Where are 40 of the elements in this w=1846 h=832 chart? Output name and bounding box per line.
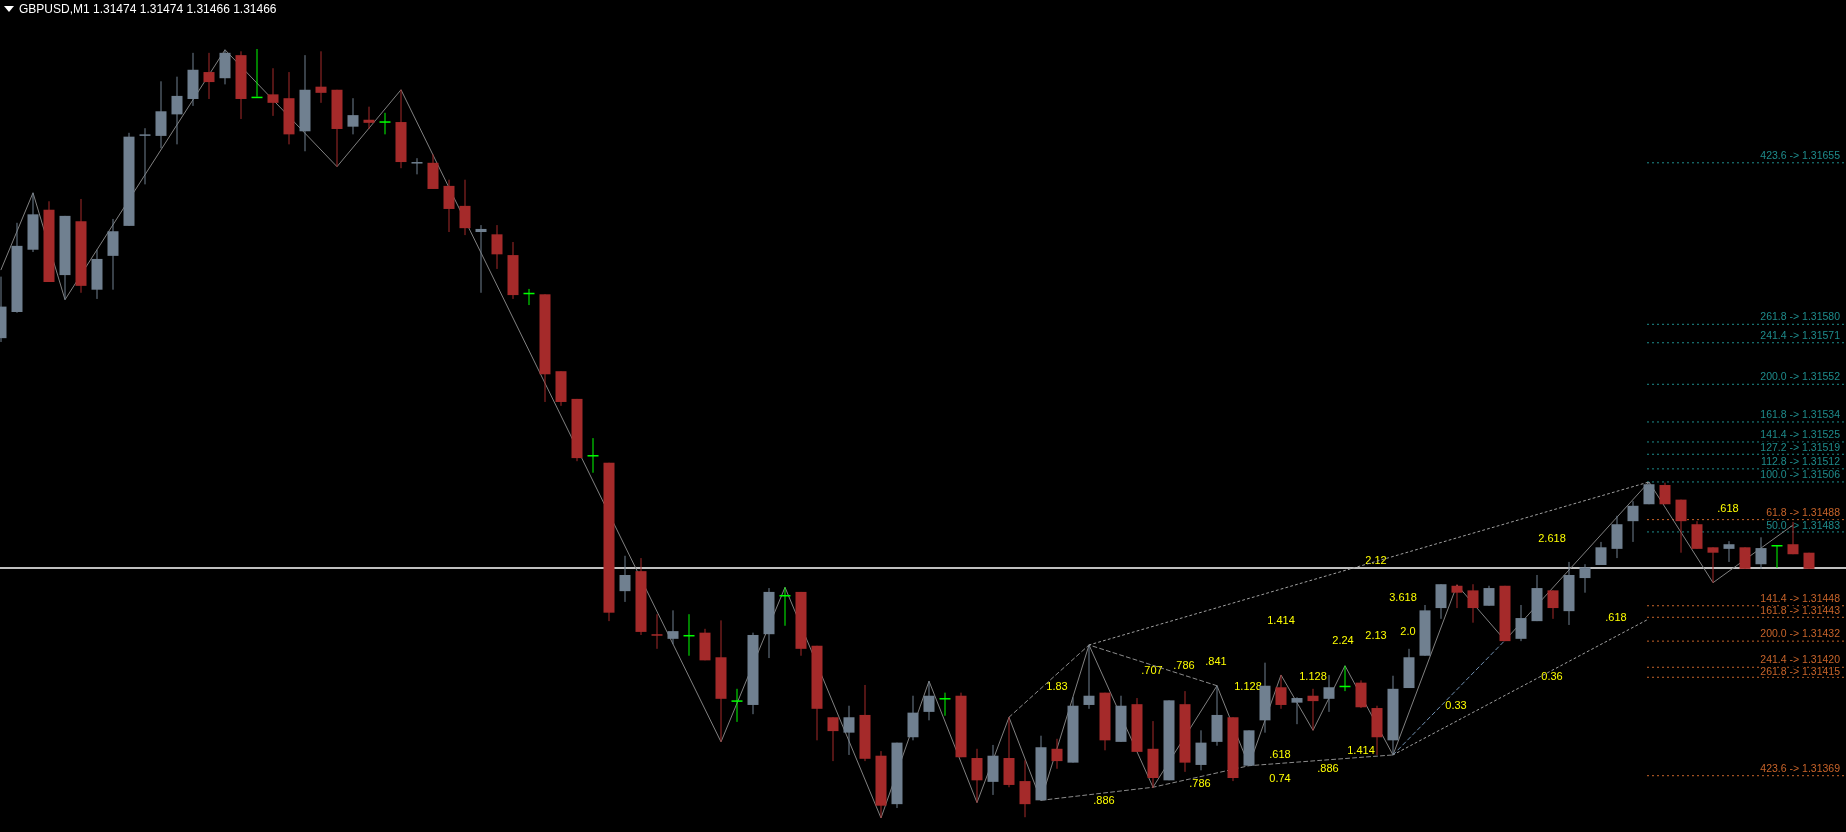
annotation: 161.8 -> 1.31534 [1760, 407, 1841, 420]
annotation: .786 [1173, 658, 1195, 671]
annotation: .618 [1269, 747, 1291, 760]
annotation: 141.4 -> 1.31448 [1760, 591, 1841, 604]
annotation: 261.8 -> 1.31415 [1760, 664, 1841, 677]
annotation: 261.8 -> 1.31580 [1760, 309, 1841, 322]
annotation: 61.8 -> 1.31488 [1766, 505, 1841, 518]
annotation: 423.6 -> 1.31369 [1760, 761, 1841, 774]
annotation: 241.4 -> 1.31420 [1760, 652, 1841, 665]
annotation: 1.128 [1234, 679, 1262, 692]
annotation: 2.0 [1400, 624, 1416, 637]
annotation: 423.6 -> 1.31655 [1760, 148, 1841, 161]
annotation: 161.8 -> 1.31443 [1760, 603, 1841, 616]
annotation: .618 [1605, 610, 1627, 623]
annotation: 200.0 -> 1.31552 [1760, 369, 1841, 382]
annotation: 1.128 [1299, 669, 1327, 682]
annotation: 2.618 [1538, 531, 1566, 544]
annotation: .886 [1317, 761, 1339, 774]
annotation: 241.4 -> 1.31571 [1760, 328, 1841, 341]
annotation: 1.83 [1046, 679, 1068, 692]
annotation: 1.414 [1267, 613, 1295, 626]
annotation: 2.13 [1365, 628, 1387, 641]
annotation: 200.0 -> 1.31432 [1760, 626, 1841, 639]
annotation: 112.8 -> 1.31512 [1761, 454, 1841, 467]
annotation: 141.4 -> 1.31525 [1760, 427, 1841, 440]
annotation: 3.618 [1389, 590, 1417, 603]
annotation: .786 [1189, 776, 1211, 789]
annotation: .707 [1141, 663, 1163, 676]
annotation: 100.0 -> 1.31506 [1760, 467, 1841, 480]
annotation: 1.414 [1347, 743, 1375, 756]
annotation: .886 [1093, 793, 1115, 806]
annotation: 127.2 -> 1.31519 [1760, 440, 1841, 453]
chart-title: GBPUSD,M1 1.31474 1.31474 1.31466 1.31466 [19, 2, 277, 16]
annotation: 2.12 [1365, 553, 1387, 566]
annotation: 0.36 [1541, 669, 1563, 682]
annotation: 0.74 [1269, 771, 1291, 784]
annotation: 2.24 [1332, 633, 1354, 646]
annotation: .618 [1717, 501, 1739, 514]
annotation: 0.33 [1445, 698, 1467, 711]
annotation: .841 [1205, 654, 1227, 667]
